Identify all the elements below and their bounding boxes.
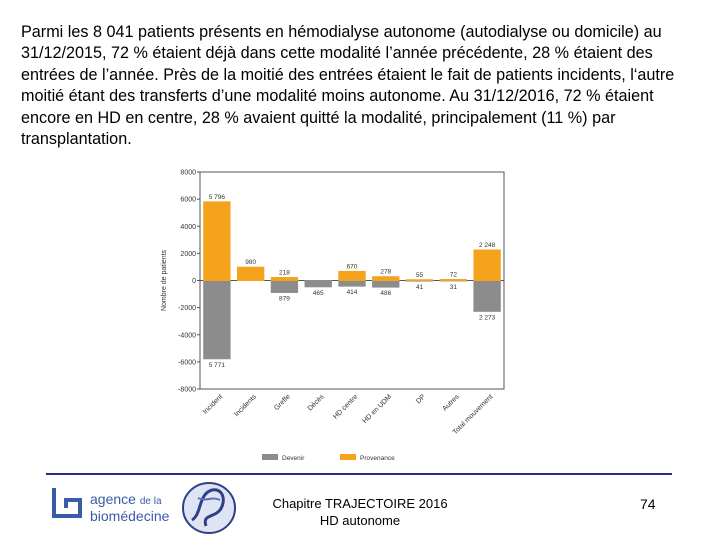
- data-label: 2 248: [479, 242, 496, 249]
- y-tick-label: 0: [192, 278, 196, 285]
- data-label: 5 796: [209, 194, 226, 201]
- bar-provenance: [203, 201, 231, 282]
- y-tick-label: -8000: [178, 387, 196, 394]
- bar-devenir: [372, 280, 400, 288]
- data-label: 486: [380, 290, 391, 297]
- data-label: 218: [279, 270, 290, 277]
- x-tick-label: Incident: [202, 393, 224, 415]
- logo-mark-icon: [52, 488, 82, 518]
- data-label: 31: [450, 284, 458, 291]
- footer-divider: [46, 473, 672, 475]
- chart: 5 771 5 796 980 879 218 465 414 670 486 278 41 55 31…: [150, 160, 510, 470]
- x-tick-label: Incidents: [233, 393, 258, 418]
- body-paragraph: Parmi les 8 041 patients présents en hém…: [21, 23, 675, 149]
- legend: Devenir Provenance: [262, 454, 395, 462]
- legend-swatch: [262, 454, 278, 460]
- x-tick-label: HD centre: [332, 393, 359, 420]
- x-tick-label: Greffe: [273, 393, 292, 412]
- data-label: 980: [245, 259, 256, 266]
- bar-devenir: [338, 280, 366, 287]
- logo-wordmark: agence de la biomédecine: [90, 491, 170, 524]
- y-tick-label: 6000: [180, 197, 196, 204]
- data-label: 278: [380, 269, 391, 276]
- page-number: 74: [640, 496, 656, 512]
- y-tick-label: 8000: [180, 170, 196, 177]
- dna-emblem-icon: [182, 482, 236, 534]
- legend-label: Devenir: [282, 455, 305, 462]
- bar-provenance: [338, 270, 366, 281]
- y-tick-label: 2000: [180, 251, 196, 258]
- footer-title-line2: HD autonome: [319, 513, 401, 528]
- bar-devenir: [473, 280, 501, 312]
- data-label: 670: [347, 263, 358, 270]
- data-label: 879: [279, 295, 290, 302]
- footer-title-line1: Chapitre TRAJECTOIRE 2016: [272, 496, 448, 511]
- x-tick-label: DP: [415, 393, 427, 405]
- x-tick-label: HD en UDM: [362, 393, 394, 425]
- bar-devenir: [304, 280, 332, 288]
- data-label: 465: [313, 290, 324, 297]
- bar-devenir: [270, 280, 299, 293]
- data-labels: 5 771 5 796 980 879 218 465 414 670 486 278 41 55 31…: [209, 194, 496, 369]
- data-label: 55: [416, 272, 424, 279]
- y-tick-label: -4000: [178, 332, 196, 339]
- bar-provenance: [405, 279, 434, 281]
- x-tick-label: Autres: [441, 393, 461, 413]
- data-label: 41: [416, 284, 424, 291]
- bar-provenance: [372, 276, 400, 281]
- data-label: 414: [347, 289, 358, 296]
- footer-chapter: Chapitre TRAJECTOIRE 2016 HD autonome: [255, 495, 465, 529]
- y-tick-label: -6000: [178, 359, 196, 366]
- data-label: 2 273: [479, 314, 496, 321]
- bar-provenance: [236, 266, 265, 281]
- bar-provenance: [439, 279, 468, 281]
- bar-provenance: [270, 277, 299, 281]
- y-tick-label: 4000: [180, 224, 196, 231]
- y-tick-label: -2000: [178, 305, 196, 312]
- bar-provenance: [473, 249, 501, 281]
- data-label: 5 771: [209, 362, 226, 369]
- bars: [203, 201, 501, 360]
- y-axis-label: Nombre de patients: [161, 249, 168, 311]
- bar-devenir: [203, 280, 231, 360]
- chart-svg: 5 771 5 796 980 879 218 465 414 670 486 278 41 55 31…: [161, 170, 505, 462]
- legend-swatch: [340, 454, 356, 460]
- legend-label: Provenance: [360, 455, 395, 462]
- x-tick-label: Décès: [307, 393, 326, 412]
- agence-biomedecine-logo: agence de la biomédecine: [50, 484, 180, 528]
- data-label: 72: [450, 272, 458, 279]
